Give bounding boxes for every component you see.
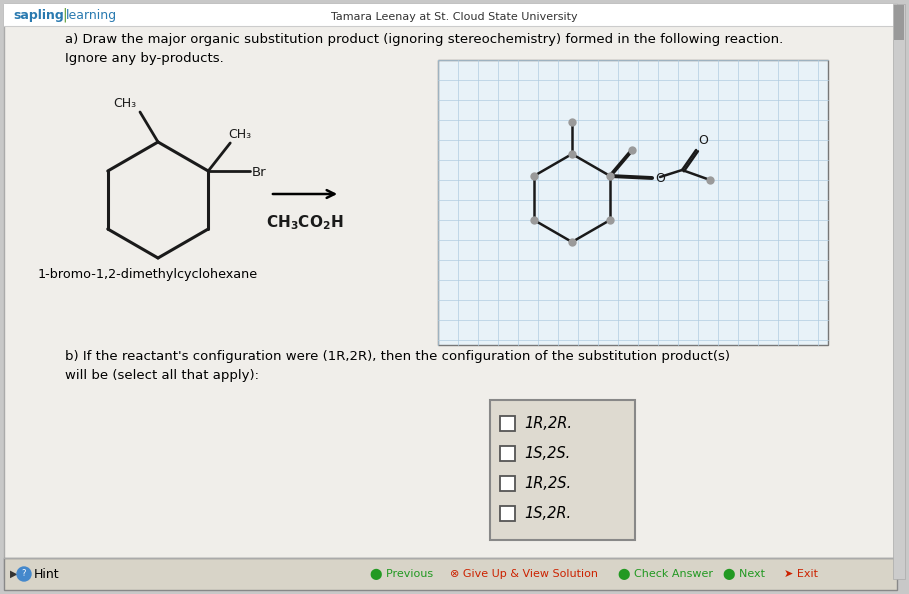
Text: Tamara Leenay at St. Cloud State University: Tamara Leenay at St. Cloud State Univers… bbox=[331, 12, 577, 22]
Text: 1S,2S.: 1S,2S. bbox=[524, 446, 570, 461]
Bar bbox=[500, 416, 515, 431]
Bar bbox=[500, 446, 515, 461]
Text: O: O bbox=[655, 172, 665, 185]
Text: ⬤ Previous: ⬤ Previous bbox=[370, 568, 433, 580]
Text: ⊗ Give Up & View Solution: ⊗ Give Up & View Solution bbox=[450, 569, 598, 579]
Text: Br: Br bbox=[252, 166, 267, 179]
Text: Hint: Hint bbox=[34, 567, 60, 580]
Text: CH₃: CH₃ bbox=[228, 128, 252, 141]
Text: $\mathbf{CH_3CO_2H}$: $\mathbf{CH_3CO_2H}$ bbox=[266, 213, 344, 232]
Bar bbox=[500, 476, 515, 491]
Text: b) If the reactant's configuration were (1R,2R), then the configuration of the s: b) If the reactant's configuration were … bbox=[65, 350, 730, 382]
Text: sapling: sapling bbox=[13, 8, 64, 21]
Bar bbox=[490, 400, 635, 540]
Circle shape bbox=[17, 567, 31, 581]
Text: 1S,2R.: 1S,2R. bbox=[524, 506, 571, 521]
Text: |: | bbox=[62, 8, 66, 22]
Text: 1R,2S.: 1R,2S. bbox=[524, 476, 571, 491]
Bar bbox=[4, 4, 897, 26]
Text: ⬤ Next: ⬤ Next bbox=[723, 568, 765, 580]
Bar bbox=[500, 506, 515, 521]
Bar bbox=[438, 60, 828, 345]
Bar bbox=[894, 5, 904, 40]
Bar bbox=[4, 558, 897, 590]
Text: a) Draw the major organic substitution product (ignoring stereochemistry) formed: a) Draw the major organic substitution p… bbox=[65, 33, 784, 65]
Text: ?: ? bbox=[22, 570, 26, 579]
Text: O: O bbox=[698, 134, 708, 147]
Text: ▶: ▶ bbox=[10, 569, 17, 579]
Text: learning: learning bbox=[66, 8, 117, 21]
Bar bbox=[893, 4, 905, 579]
Text: 1-bromo-1,2-dimethylcyclohexane: 1-bromo-1,2-dimethylcyclohexane bbox=[38, 268, 258, 281]
Text: CH₃: CH₃ bbox=[113, 97, 136, 110]
Text: ⬤ Check Answer: ⬤ Check Answer bbox=[618, 568, 713, 580]
Text: ➤ Exit: ➤ Exit bbox=[784, 569, 818, 579]
Text: 1R,2R.: 1R,2R. bbox=[524, 416, 572, 431]
